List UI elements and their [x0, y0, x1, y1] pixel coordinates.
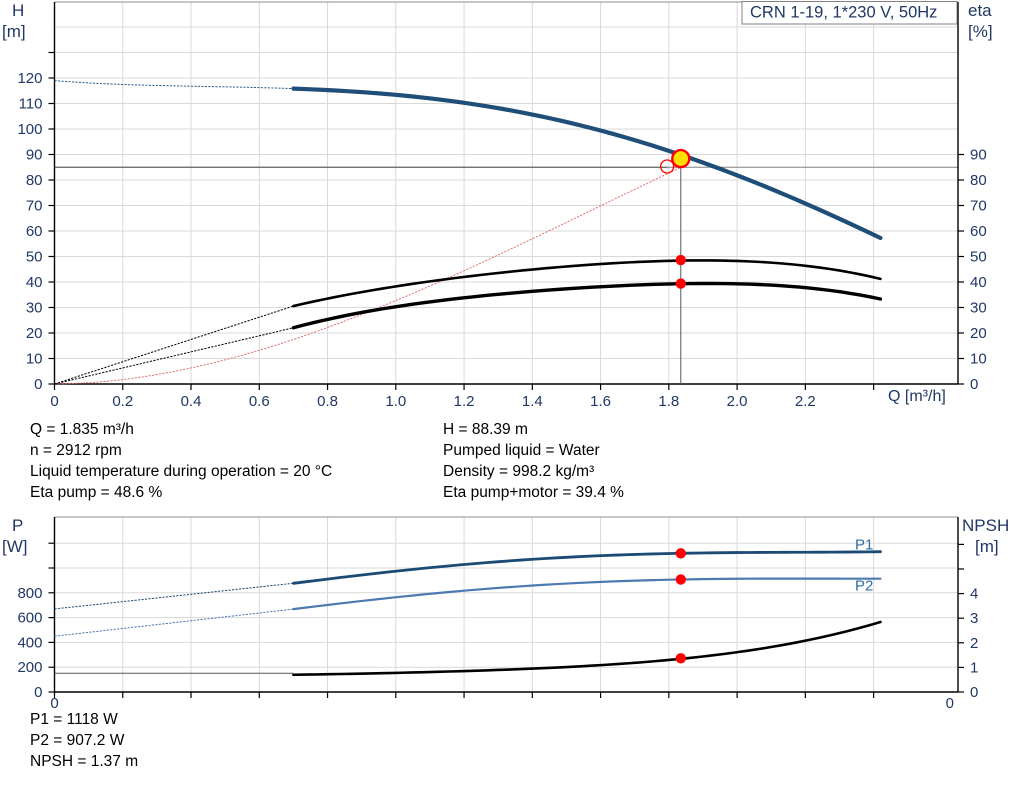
svg-text:0.2: 0.2: [112, 393, 133, 410]
svg-text:1.4: 1.4: [522, 393, 543, 410]
svg-text:1.6: 1.6: [590, 393, 611, 410]
svg-text:4: 4: [970, 586, 978, 603]
svg-text:0.4: 0.4: [181, 393, 202, 410]
svg-text:10: 10: [970, 351, 987, 368]
svg-text:NPSH: NPSH: [962, 516, 1009, 535]
svg-text:400: 400: [17, 634, 42, 651]
svg-text:600: 600: [17, 610, 42, 627]
svg-text:1: 1: [970, 659, 978, 676]
svg-text:eta: eta: [968, 1, 992, 20]
svg-text:H: H: [12, 1, 24, 20]
svg-text:50: 50: [26, 249, 43, 266]
svg-text:Liquid temperature during oper: Liquid temperature during operation = 20…: [30, 463, 332, 480]
svg-text:0.6: 0.6: [249, 393, 270, 410]
svg-text:P1: P1: [855, 536, 873, 553]
svg-text:40: 40: [26, 274, 43, 291]
svg-text:0: 0: [50, 393, 58, 410]
svg-text:60: 60: [26, 223, 43, 240]
svg-text:Pumped liquid = Water: Pumped liquid = Water: [443, 442, 600, 459]
svg-text:30: 30: [26, 300, 43, 317]
svg-text:0: 0: [970, 684, 978, 701]
svg-text:Q [m³/h]: Q [m³/h]: [888, 388, 946, 405]
svg-text:100: 100: [17, 121, 42, 138]
svg-text:2.0: 2.0: [727, 393, 748, 410]
svg-text:Density = 998.2 kg/m³: Density = 998.2 kg/m³: [443, 463, 594, 480]
svg-text:1.2: 1.2: [454, 393, 475, 410]
svg-text:90: 90: [970, 147, 987, 164]
svg-text:20: 20: [26, 325, 43, 342]
svg-text:P1 = 1118 W: P1 = 1118 W: [30, 711, 118, 728]
svg-text:Eta pump = 48.6 %: Eta pump = 48.6 %: [30, 484, 162, 501]
svg-text:70: 70: [26, 198, 43, 215]
svg-text:[%]: [%]: [968, 22, 993, 41]
svg-text:0: 0: [946, 695, 954, 712]
svg-text:10: 10: [26, 351, 43, 368]
svg-text:NPSH = 1.37 m: NPSH = 1.37 m: [30, 753, 138, 770]
svg-text:Eta pump+motor = 39.4 %: Eta pump+motor = 39.4 %: [443, 484, 624, 501]
svg-text:1.0: 1.0: [385, 393, 406, 410]
svg-text:H = 88.39 m: H = 88.39 m: [443, 421, 528, 438]
svg-text:60: 60: [970, 223, 987, 240]
svg-text:0.8: 0.8: [317, 393, 338, 410]
svg-text:[m]: [m]: [2, 22, 26, 41]
svg-text:0: 0: [970, 376, 978, 393]
svg-text:[W]: [W]: [2, 537, 28, 556]
svg-text:0: 0: [34, 684, 42, 701]
svg-text:n = 2912 rpm: n = 2912 rpm: [30, 442, 122, 459]
svg-text:0: 0: [34, 376, 42, 393]
svg-text:30: 30: [970, 300, 987, 317]
svg-text:0: 0: [50, 695, 58, 712]
svg-text:P2 = 907.2 W: P2 = 907.2 W: [30, 732, 125, 749]
svg-text:1.8: 1.8: [658, 393, 679, 410]
svg-text:120: 120: [17, 70, 42, 87]
svg-text:Q = 1.835 m³/h: Q = 1.835 m³/h: [30, 421, 134, 438]
svg-text:3: 3: [970, 610, 978, 627]
svg-text:[m]: [m]: [975, 537, 999, 556]
svg-text:20: 20: [970, 325, 987, 342]
svg-text:70: 70: [970, 198, 987, 215]
svg-text:800: 800: [17, 585, 42, 602]
svg-text:200: 200: [17, 659, 42, 676]
svg-text:80: 80: [26, 172, 43, 189]
svg-text:90: 90: [26, 147, 43, 164]
svg-text:P: P: [12, 516, 23, 535]
svg-text:40: 40: [970, 274, 987, 291]
svg-text:110: 110: [19, 96, 43, 113]
svg-text:2: 2: [970, 635, 978, 652]
svg-text:2.2: 2.2: [795, 393, 816, 410]
svg-text:P2: P2: [855, 577, 873, 594]
svg-text:50: 50: [970, 249, 987, 266]
svg-text:CRN 1-19, 1*230 V, 50Hz: CRN 1-19, 1*230 V, 50Hz: [750, 4, 937, 22]
svg-text:80: 80: [970, 172, 987, 189]
